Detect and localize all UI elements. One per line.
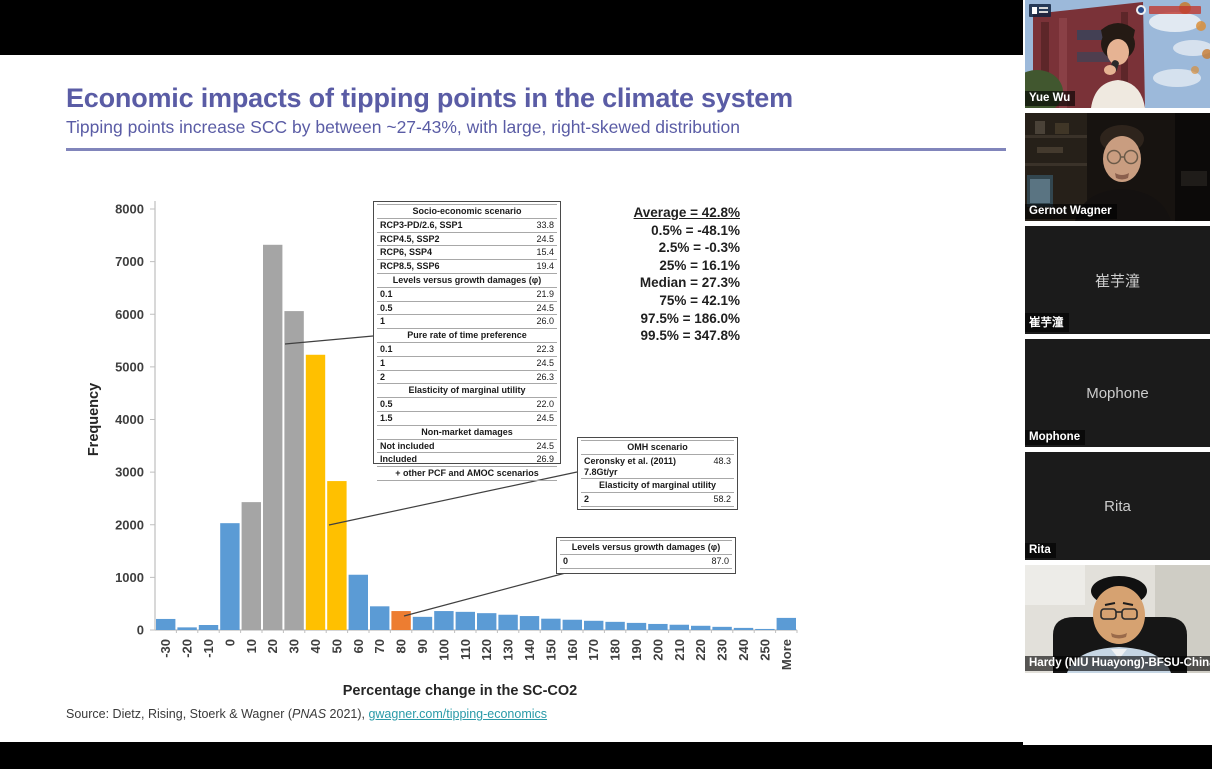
participant-name-label: Hardy (NIU Huayong)-BFSU-China (1025, 656, 1210, 671)
stat-line: 25% = 16.1% (659, 257, 740, 273)
participant-name-label: Mophone (1025, 430, 1086, 445)
svg-text:0: 0 (222, 639, 237, 646)
tipping-economics-link[interactable]: gwagner.com/tipping-economics (368, 707, 548, 721)
journal-name: PNAS (292, 707, 327, 721)
video-feed (1025, 113, 1210, 221)
svg-text:230: 230 (715, 639, 730, 661)
stat-line: 2.5% = -0.3% (658, 240, 740, 256)
participant-tile-hardy[interactable]: Hardy (NIU Huayong)-BFSU-China (1025, 565, 1210, 673)
slide-subtitle: Tipping points increase SCC by between ~… (66, 117, 740, 137)
participant-name-label: Gernot Wagner (1025, 204, 1117, 219)
svg-text:150: 150 (543, 639, 558, 661)
stat-line: Median = 27.3% (639, 275, 740, 291)
svg-text:210: 210 (672, 639, 687, 661)
svg-text:190: 190 (629, 639, 644, 661)
svg-text:120: 120 (479, 639, 494, 661)
svg-text:More: More (779, 639, 794, 670)
participant-name-label: 崔芋潼 (1025, 313, 1069, 332)
participant-strip: Yue Wu (1023, 0, 1212, 745)
title-divider (66, 148, 1006, 151)
svg-text:1000: 1000 (115, 570, 144, 585)
svg-text:220: 220 (693, 639, 708, 661)
svg-text:50: 50 (329, 639, 344, 653)
svg-text:Percentage change in the SC-CO: Percentage change in the SC-CO2 (343, 683, 577, 699)
svg-text:180: 180 (608, 639, 623, 661)
svg-text:110: 110 (458, 639, 473, 660)
stat-line: 97.5% = 186.0% (640, 310, 740, 326)
levels-damages-table: Levels versus growth damages (φ) 0 87.0 (556, 537, 736, 574)
video-feed (1025, 0, 1210, 108)
svg-text:3000: 3000 (115, 465, 144, 480)
scenario-table: Socio-economic scenario RCP3-PD/2.6, SSP1… (373, 201, 561, 481)
svg-text:Frequency: Frequency (86, 383, 102, 456)
svg-text:100: 100 (436, 639, 451, 661)
svg-text:200: 200 (650, 639, 665, 661)
source-line: Source: Dietz, Rising, Stoerk & Wagner (… (66, 707, 547, 721)
participant-display-name: 崔芋潼 (1094, 272, 1140, 290)
svg-text:240: 240 (736, 639, 751, 661)
svg-text:20: 20 (265, 639, 280, 653)
svg-text:5000: 5000 (115, 359, 144, 374)
participant-tile-rita[interactable]: Rita Rita (1025, 452, 1210, 560)
participant-name-label: Rita (1025, 543, 1056, 558)
svg-text:6000: 6000 (115, 307, 144, 322)
shared-slide: Economic impacts of tipping points in th… (0, 55, 1023, 742)
svg-text:130: 130 (501, 639, 516, 661)
stat-line: 99.5% = 347.8% (640, 328, 740, 344)
svg-text:-30: -30 (158, 639, 173, 658)
source-prefix: Source: Dietz, Rising, Stoerk & Wagner ( (66, 707, 293, 721)
svg-text:70: 70 (372, 639, 387, 653)
svg-text:90: 90 (415, 639, 430, 653)
glasses (1100, 608, 1117, 620)
svg-text:80: 80 (394, 639, 409, 653)
svg-text:30: 30 (287, 639, 302, 653)
svg-text:10: 10 (244, 639, 259, 653)
svg-text:40: 40 (308, 639, 323, 653)
svg-text:170: 170 (586, 639, 601, 661)
svg-text:60: 60 (351, 639, 366, 653)
source-suffix: 2021), (326, 707, 369, 721)
svg-text:2000: 2000 (115, 517, 144, 532)
university-logo-right (1136, 5, 1201, 15)
video-feed (1025, 565, 1210, 673)
svg-text:0: 0 (137, 623, 144, 638)
svg-text:7000: 7000 (115, 254, 144, 269)
svg-text:4000: 4000 (115, 412, 144, 427)
participant-display-name: Rita (1104, 497, 1131, 515)
participant-tile-cui-yutong[interactable]: 崔芋潼 崔芋潼 (1025, 226, 1210, 334)
stat-line: 0.5% = -48.1% (651, 222, 740, 238)
distribution-stats: Average = 42.8% 0.5% = -48.1% 2.5% = -0.3%… (560, 204, 740, 345)
participant-tile-yue-wu[interactable]: Yue Wu (1025, 0, 1210, 108)
stat-line: Average = 42.8% (633, 205, 740, 220)
stat-line: 75% = 42.1% (659, 292, 740, 308)
participant-tile-gernot-wagner[interactable]: Gernot Wagner (1025, 113, 1210, 221)
svg-text:140: 140 (522, 639, 537, 661)
svg-text:-10: -10 (201, 639, 216, 658)
svg-text:250: 250 (757, 639, 772, 661)
participant-name-label: Yue Wu (1025, 91, 1076, 106)
participant-display-name: Mophone (1086, 384, 1149, 402)
participant-tile-mophone[interactable]: Mophone Mophone (1025, 339, 1210, 447)
svg-text:8000: 8000 (115, 202, 144, 217)
slide-title: Economic impacts of tipping points in th… (66, 83, 793, 113)
svg-text:160: 160 (565, 639, 580, 661)
svg-text:-20: -20 (180, 639, 195, 658)
omh-scenario-table: OMH scenario Ceronsky et al. (2011) 7.8Gt… (577, 437, 738, 510)
